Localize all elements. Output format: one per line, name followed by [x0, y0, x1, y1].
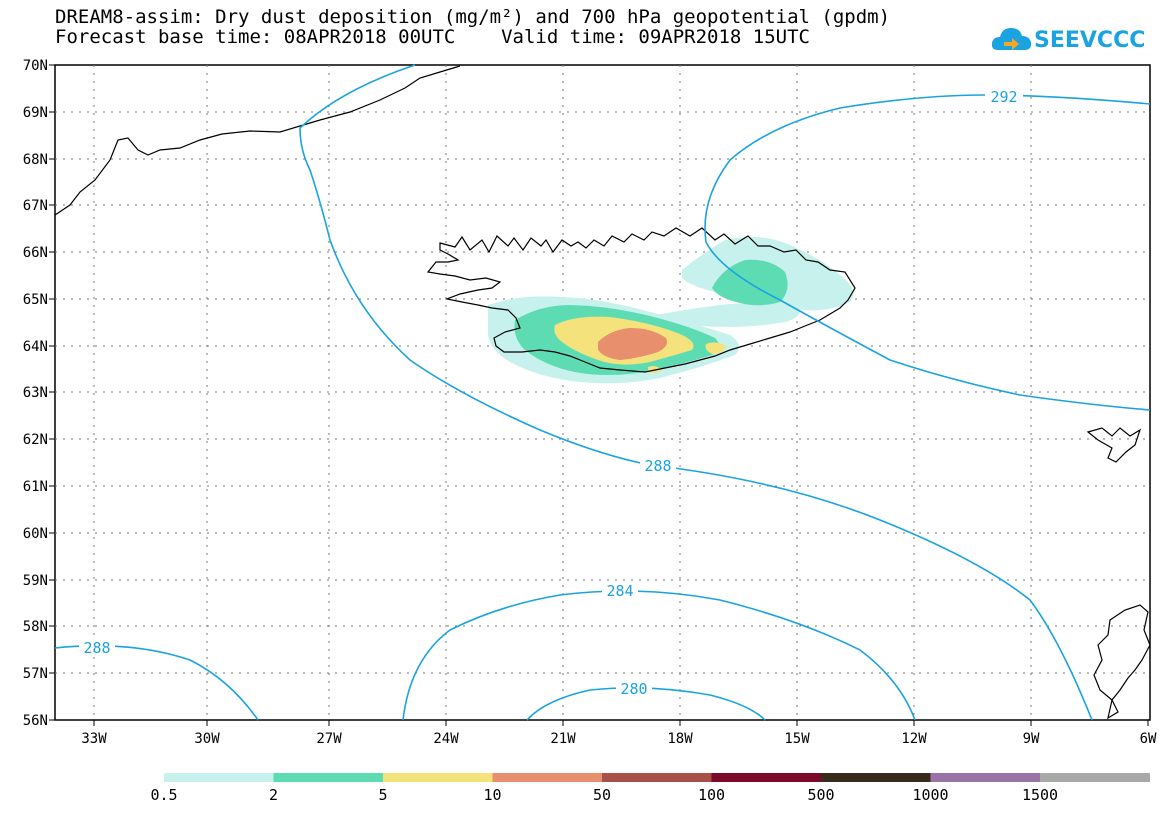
- legend-swatch-1500: [1040, 773, 1150, 782]
- lon-label: 33W: [81, 731, 107, 747]
- greenland-coastline: [54, 65, 461, 216]
- legend-swatch-50: [602, 773, 712, 782]
- contour-284: [402, 590, 916, 721]
- lon-label: 24W: [433, 731, 459, 747]
- legend-swatch-5: [383, 773, 493, 782]
- contour-label-288: 288: [83, 639, 110, 657]
- lat-label: 59N: [23, 573, 48, 589]
- lat-label: 64N: [23, 339, 48, 355]
- longitude-labels: 33W 30W 27W 24W 21W 18W 15W 12W 9W 6W: [81, 731, 1157, 747]
- lon-label: 15W: [784, 731, 810, 747]
- lat-label: 70N: [23, 58, 48, 74]
- legend-swatch-100: [711, 773, 821, 782]
- latitude-labels: 70N 69N 68N 67N 66N 65N 64N 63N 62N 61N …: [23, 58, 48, 729]
- contour-label-288: 288: [644, 457, 671, 475]
- gridlines: [55, 65, 1150, 720]
- legend-swatch-10: [492, 773, 602, 782]
- chart-title: DREAM8-assim: Dry dust deposition (mg/m²…: [55, 6, 891, 28]
- dust-area-5: [705, 342, 726, 354]
- lat-label: 57N: [23, 666, 48, 682]
- faroe-islands-coastline: [1086, 427, 1142, 463]
- contour-labels: 292 288 284 288 280: [79, 88, 1023, 698]
- lon-label: 9W: [1023, 731, 1040, 747]
- lat-label: 67N: [23, 198, 48, 214]
- lat-label: 60N: [23, 526, 48, 542]
- lat-label: 58N: [23, 619, 48, 635]
- legend-label: 1500: [1022, 786, 1058, 804]
- tick-marks: [49, 64, 1149, 726]
- coastlines: [54, 65, 1151, 720]
- legend-label: 10: [483, 786, 501, 804]
- lat-label: 56N: [23, 713, 48, 729]
- contour-label-292: 292: [990, 88, 1017, 106]
- lon-label: 6W: [1140, 731, 1157, 747]
- lat-label: 65N: [23, 292, 48, 308]
- legend-label: 5: [378, 786, 387, 804]
- legend-swatch-2: [273, 773, 383, 782]
- lat-label: 69N: [23, 105, 48, 121]
- lat-label: 66N: [23, 245, 48, 261]
- map-frame: [54, 64, 1151, 721]
- dust-area-10: [598, 328, 667, 360]
- legend-colorbar: [164, 773, 1150, 782]
- contour-label-284: 284: [606, 582, 633, 600]
- lon-label: 12W: [901, 731, 927, 747]
- lat-label: 68N: [23, 152, 48, 168]
- legend-swatch-500: [821, 773, 931, 782]
- lat-label: 62N: [23, 432, 48, 448]
- lon-label: 30W: [194, 731, 220, 747]
- lat-label: 61N: [23, 479, 48, 495]
- legend-swatch-0.5: [164, 773, 274, 782]
- legend-swatch-1000: [930, 773, 1040, 782]
- lon-label: 18W: [667, 731, 693, 747]
- contour-292-upper: [704, 94, 1151, 243]
- seevccc-logo: SEEVCCC: [990, 20, 1160, 60]
- legend-label: 1000: [912, 786, 948, 804]
- iceland-coastline: [426, 227, 856, 373]
- contour-288-a: [299, 64, 1093, 721]
- lon-label: 21W: [550, 731, 576, 747]
- lon-label: 27W: [316, 731, 342, 747]
- legend-labels: 0.5 2 5 10 50 100 500 1000 1500: [150, 786, 1058, 804]
- contour-label-280: 280: [620, 680, 647, 698]
- legend-label: 100: [698, 786, 725, 804]
- lat-label: 63N: [23, 385, 48, 401]
- contour-292-lower: [705, 241, 1151, 411]
- legend-label: 50: [593, 786, 611, 804]
- cloud-logo-icon: [991, 28, 1032, 50]
- legend-label: 0.5: [150, 786, 177, 804]
- legend-label: 2: [269, 786, 278, 804]
- logo-text: SEEVCCC: [1034, 28, 1146, 53]
- legend-label: 500: [807, 786, 834, 804]
- chart-subtitle: Forecast base time: 08APR2018 00UTC Vali…: [55, 26, 810, 48]
- scotland-coastline: [1093, 604, 1151, 720]
